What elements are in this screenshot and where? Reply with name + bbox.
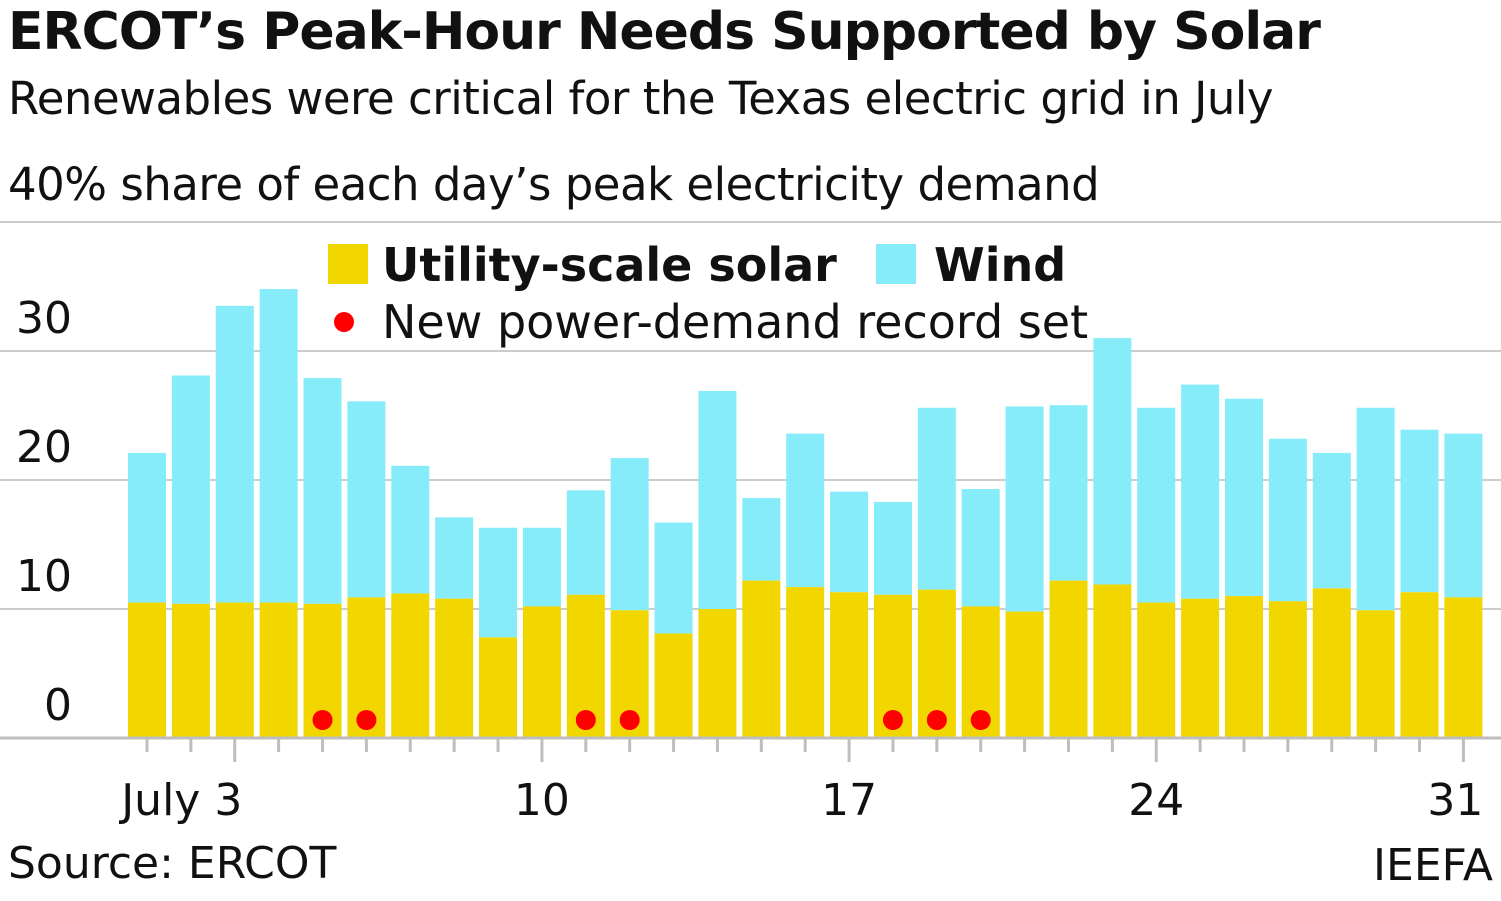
bar-wind	[1356, 407, 1395, 611]
x-tick-label: 24	[1128, 775, 1184, 826]
bar-solar	[1400, 592, 1439, 738]
legend-swatch-wind	[876, 244, 916, 284]
bar-solar	[698, 609, 737, 738]
record-marker	[575, 710, 596, 730]
bar-wind	[1225, 398, 1263, 597]
bar-wind	[698, 390, 737, 609]
bar-solar	[1225, 596, 1263, 738]
y-tick-label: 30	[16, 293, 72, 344]
bar-wind	[435, 517, 474, 599]
bar-wind	[1049, 405, 1088, 581]
bar-solar	[391, 593, 430, 738]
bar-solar	[654, 633, 693, 738]
bar-wind	[391, 465, 430, 594]
bar-wind	[654, 522, 693, 634]
bar-solar	[479, 637, 518, 738]
legend-label-wind: Wind	[934, 238, 1066, 292]
bar-solar	[1268, 601, 1307, 738]
bar-wind	[347, 401, 386, 598]
bar-wind	[303, 378, 342, 604]
legend-swatch-solar	[328, 244, 368, 284]
record-marker	[970, 710, 991, 730]
legend-label-solar: Utility-scale solar	[382, 238, 837, 292]
record-marker	[926, 710, 947, 730]
bar-solar	[215, 602, 254, 738]
bar-solar	[1356, 610, 1395, 738]
y-axis-label: 40% share of each day’s peak electricity…	[8, 158, 1100, 211]
bar-solar	[171, 603, 210, 738]
bar-solar	[1093, 584, 1132, 738]
bar-wind	[1005, 406, 1044, 612]
legend-label-record: New power-demand record set	[382, 295, 1088, 349]
x-tick-label: July 3	[118, 775, 242, 826]
bar-wind	[1400, 429, 1439, 593]
bar-solar	[1005, 611, 1044, 738]
bar-wind	[171, 375, 210, 604]
bar-solar	[742, 580, 781, 738]
x-tick-label: 10	[514, 775, 570, 826]
bar-wind	[1137, 407, 1176, 603]
credit-label: IEEFA	[1373, 840, 1493, 891]
bar-solar	[1049, 580, 1088, 738]
bar-solar	[259, 602, 298, 738]
source-note: Source: ERCOT	[8, 838, 337, 889]
bar-wind	[522, 527, 561, 607]
bar-solar	[1137, 602, 1176, 738]
x-tick-label: 17	[821, 775, 877, 826]
bar-wind	[1093, 338, 1132, 585]
bar-solar	[128, 602, 166, 738]
y-tick-label: 10	[16, 551, 72, 602]
bar-wind	[610, 458, 649, 611]
bar-wind	[566, 490, 605, 595]
bar-wind	[917, 407, 956, 590]
record-marker	[312, 710, 333, 730]
chart-title: ERCOT’s Peak-Hour Needs Supported by Sol…	[8, 2, 1321, 62]
y-tick-label: 20	[16, 422, 72, 473]
bar-solar	[1444, 597, 1483, 738]
bar-wind	[786, 433, 825, 588]
bar-wind	[259, 289, 298, 603]
x-tick-label: 31	[1427, 775, 1483, 826]
record-marker	[882, 710, 903, 730]
bar-wind	[1268, 438, 1307, 602]
bar-wind	[1444, 433, 1483, 598]
bar-wind	[742, 498, 781, 581]
record-marker	[356, 710, 377, 730]
record-marker	[619, 710, 640, 730]
bar-wind	[215, 305, 254, 603]
bar-wind	[961, 489, 1000, 607]
y-tick-label: 0	[44, 680, 72, 731]
bar-solar	[1312, 588, 1351, 738]
bar-wind	[128, 452, 166, 603]
bar-wind	[479, 527, 518, 638]
bar-wind	[1181, 384, 1220, 599]
chart-subtitle: Renewables were critical for the Texas e…	[8, 72, 1274, 125]
bar-wind	[1312, 452, 1351, 589]
bar-solar	[1181, 598, 1220, 738]
bar-wind	[873, 501, 912, 595]
bar-solar	[522, 606, 561, 738]
bar-solar	[830, 592, 869, 738]
bar-wind	[830, 491, 869, 593]
bar-solar	[786, 587, 825, 738]
legend-marker-record	[334, 312, 354, 332]
bar-solar	[435, 598, 474, 738]
